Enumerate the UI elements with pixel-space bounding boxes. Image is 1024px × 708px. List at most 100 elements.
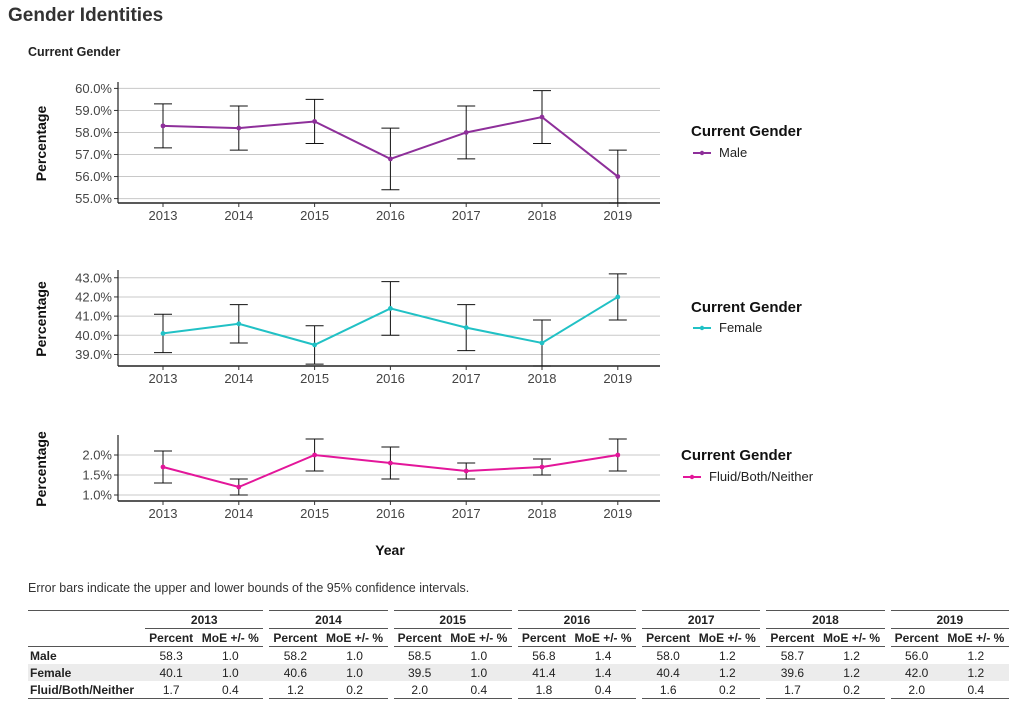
data-point	[312, 119, 317, 124]
table-row: Female 40.1 1.0 40.6 1.0 39.5 1.0 41.4 1.4 40.4 1.…	[28, 664, 1009, 681]
table-cell: 58.0	[656, 648, 680, 663]
table-cell: 40.6	[269, 664, 322, 681]
x-tick-label: 2016	[376, 208, 405, 223]
table-cell: 1.0	[321, 664, 388, 681]
table-cell: 1.2	[942, 664, 1009, 681]
y-tick-label: 2.0%	[82, 448, 112, 463]
table-row-label: Male	[30, 648, 57, 663]
legend-swatch-point	[699, 325, 705, 331]
column-gap	[511, 664, 518, 681]
data-point	[160, 330, 166, 336]
data-point	[160, 464, 166, 470]
table-subheader: Percent	[517, 628, 570, 647]
x-tick-label: 2018	[528, 506, 557, 521]
chart-panel-2: 39.0% 40.0% 41.0% 42.0% 43.0% 2013 2014 2015 201…	[33, 270, 802, 386]
table-subheader: Percent	[269, 628, 322, 647]
table-cell: 1.2	[269, 681, 322, 699]
x-tick-label: 2015	[300, 208, 329, 223]
table-subheader: MoE +/- %	[818, 628, 885, 647]
table-cell: 39.6	[766, 664, 819, 681]
table-row-label: Female	[28, 664, 146, 681]
y-tick-label: 41.0%	[75, 309, 112, 324]
x-tick-label: 2013	[149, 208, 178, 223]
table-subheader: MoE +/- %	[942, 628, 1009, 647]
page-title: Gender Identities	[8, 5, 164, 26]
table-subheader: Percent	[393, 628, 446, 647]
table-cell: 41.4	[517, 664, 570, 681]
table-cell: 56.8	[532, 648, 556, 663]
x-axis-label: Year	[375, 542, 405, 558]
data-table: 2013 2014 2015 2016 2017 2018 2019 Percent MoE …	[28, 610, 1009, 699]
table-row: Male 58.3 1.0 58.2 1.0 58.5 1.0 56.8 1.4 58.0 1.2 5…	[28, 647, 1009, 665]
table-year-header: 2016	[517, 610, 637, 629]
x-tick-label: 2014	[224, 371, 253, 386]
table-subheader: MoE +/- %	[694, 628, 761, 647]
table-cell: 1.4	[569, 664, 637, 681]
table-cell: 1.0	[221, 648, 239, 663]
table-row: Fluid/Both/Neither 1.7 0.4 1.2 0.2 2.0 0.4 1.8 0…	[28, 681, 1009, 699]
table-cell: 0.4	[445, 681, 512, 699]
x-tick-label: 2019	[603, 208, 632, 223]
data-point	[312, 342, 317, 348]
x-tick-label: 2018	[528, 208, 557, 223]
y-tick-label: 57.0%	[75, 147, 112, 162]
x-tick-label: 2015	[300, 506, 329, 521]
table-corner	[28, 628, 146, 647]
chart-panel-3: 1.0% 1.5% 2.0% 2013 2014 2015 2016 2017 2018 2019…	[33, 431, 814, 521]
y-tick-label: 56.0%	[75, 169, 112, 184]
table-cell: 1.0	[346, 648, 363, 663]
data-point	[463, 130, 469, 135]
x-tick-label: 2015	[300, 371, 329, 386]
table-cell: 1.4	[594, 648, 612, 663]
column-gap	[387, 664, 394, 681]
table-cell: 0.2	[818, 681, 885, 699]
chart-subtitle: Current Gender	[28, 45, 121, 59]
legend-title: Current Gender	[691, 123, 802, 140]
x-tick-label: 2013	[149, 506, 178, 521]
y-tick-label: 58.0%	[75, 125, 112, 140]
data-point	[539, 464, 545, 470]
table-cell: 1.7	[145, 681, 198, 699]
table-cell: 58.2	[283, 648, 308, 663]
legend-title: Current Gender	[691, 299, 802, 316]
y-tick-label: 43.0%	[75, 270, 112, 285]
table-cell: 1.7	[766, 681, 819, 699]
legend-swatch-point	[689, 474, 695, 480]
table-subheader: MoE +/- %	[197, 628, 264, 647]
table-cell: 1.0	[197, 664, 264, 681]
y-axis-label: Percentage	[33, 281, 49, 357]
data-point	[236, 484, 242, 490]
charts-area: 55.0% 56.0% 57.0% 58.0% 59.0% 60.0% 2013 2014 20…	[33, 81, 814, 558]
table-cell: 1.2	[694, 664, 761, 681]
table-year-header: 2018	[766, 610, 885, 629]
data-point	[539, 114, 545, 120]
data-point	[615, 294, 621, 300]
table-subheader: MoE +/- %	[321, 628, 388, 647]
data-point	[388, 156, 393, 162]
footnote: Error bars indicate the upper and lower …	[28, 581, 470, 595]
table-cell: 0.4	[197, 681, 264, 699]
table-cell: 58.3	[159, 648, 183, 663]
data-point	[312, 452, 317, 458]
data-point	[236, 125, 242, 131]
table-cell: 42.0	[890, 664, 943, 681]
y-tick-label: 39.0%	[75, 347, 112, 362]
legend-title: Current Gender	[681, 447, 792, 464]
data-point	[463, 325, 469, 331]
table-cell: 40.1	[145, 664, 198, 681]
column-gap	[636, 664, 643, 681]
table-subheader: Percent	[890, 628, 943, 647]
x-tick-label: 2017	[452, 208, 481, 223]
legend-item-label: Male	[719, 145, 747, 160]
y-tick-label: 1.5%	[82, 468, 112, 483]
table-cell: 1.2	[718, 648, 736, 663]
x-tick-label: 2014	[224, 506, 253, 521]
table-year-header: 2015	[393, 610, 512, 629]
x-tick-label: 2014	[224, 208, 253, 223]
data-point	[388, 306, 393, 311]
x-tick-label: 2016	[376, 506, 405, 521]
table-cell: 1.8	[517, 681, 570, 699]
table-cell: 0.2	[694, 681, 761, 699]
column-gap	[263, 664, 270, 681]
table-cell: 58.7	[780, 648, 805, 663]
